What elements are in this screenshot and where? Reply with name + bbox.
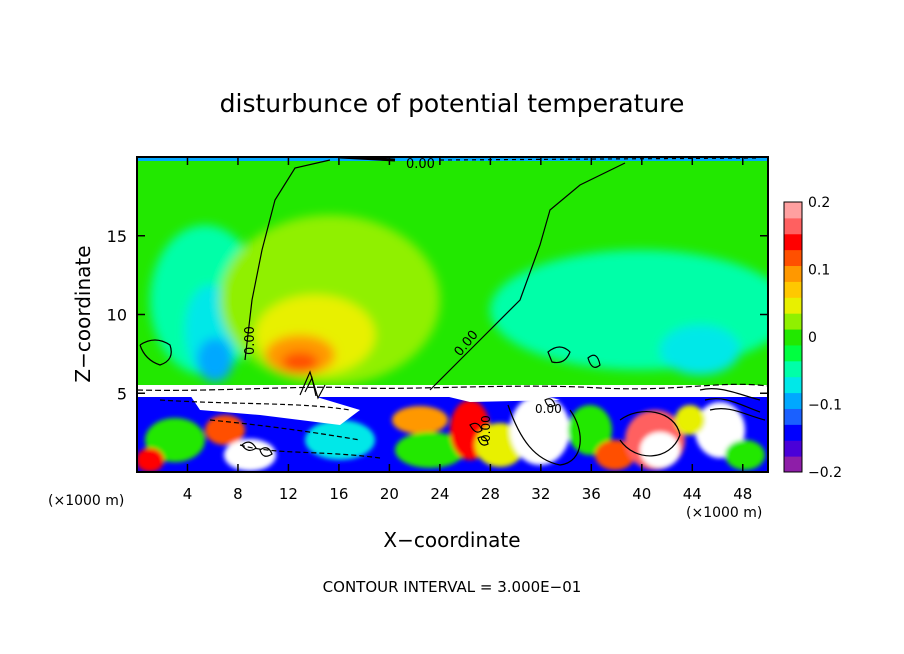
x-tick-label: 32 [531,485,550,503]
colorbar-swatch [784,344,802,362]
y-tick-label: 5 [117,384,127,403]
x-tick-label: 16 [329,485,348,503]
y-axis-label: Z−coordinate [71,245,95,382]
x-unit-right: (×1000 m) [686,505,762,521]
x-tick-label: 40 [632,485,651,503]
colorbar-swatch [784,249,802,267]
heatmap-field [137,157,768,472]
colorbar-swatch [784,217,802,235]
colorbar-tick-label: 0 [808,330,817,346]
x-tick-label: 12 [279,485,298,503]
x-tick-label: 4 [183,485,193,503]
colorbar-frame [783,201,803,473]
x-tick-label: 20 [380,485,399,503]
colorbar-swatch [784,408,802,425]
chart-title: disturbunce of potential temperature [220,89,685,118]
x-tick-label: 48 [733,485,752,503]
colorbar-swatch [784,281,802,298]
colorbar-tick-label: 0.2 [808,195,830,211]
colorbar-tick-label: −0.1 [808,398,842,414]
x-tick-label: 28 [481,485,500,503]
x-tick-label: 44 [683,485,702,503]
y-tick-label: 10 [107,306,127,325]
colorbar-swatch [784,424,802,441]
y-tick-label: 15 [107,227,127,246]
contour-lines [137,157,768,466]
colorbar-swatch [784,265,802,282]
contour-interval: CONTOUR INTERVAL = 3.000E−01 [323,578,582,596]
x-tick-label: 8 [233,485,243,503]
colorbar-swatch [784,376,802,394]
colorbar-swatch [784,329,802,346]
contour-label: 0.00 [535,402,562,416]
colorbar-swatch [784,233,802,251]
x-unit-left: (×1000 m) [48,493,124,509]
colorbar-swatch [784,456,802,473]
colorbar-swatch [784,360,802,378]
colorbar-swatch [784,392,802,409]
colorbar-tick-label: −0.2 [808,465,842,481]
x-axis-label: X−coordinate [383,528,520,552]
contour-label: 0.00 [406,157,435,172]
colorbar-tick-label: 0.1 [808,263,830,279]
colorbar-swatch [784,313,802,330]
contour-label: 0.00 [243,326,258,355]
x-tick-label: 36 [582,485,601,503]
colorbar-swatch [784,440,802,457]
contour-label: 0.00 [479,415,493,442]
colorbar-swatch [784,202,802,219]
colorbar: 0.2 0.1 0 −0.1 −0.2 [783,195,842,481]
x-tick-label: 24 [430,485,449,503]
colorbar-swatch [784,297,802,314]
